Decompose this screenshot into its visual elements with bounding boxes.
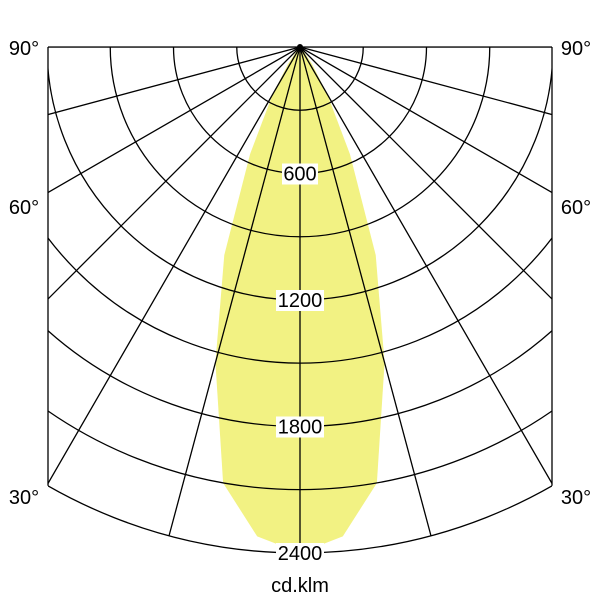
radial-tick-label: 1800 [278, 417, 323, 439]
angle-line [299, 47, 552, 116]
label-background [276, 416, 324, 438]
radial-tick-label: 600 [283, 164, 316, 186]
angle-label-right: 30° [561, 487, 591, 509]
angle-line [168, 47, 301, 536]
angle-line [299, 47, 432, 536]
angle-line [299, 47, 552, 300]
label-background [276, 290, 324, 311]
origin-point [297, 44, 303, 50]
angle-line [48, 47, 301, 485]
angle-line [299, 47, 552, 485]
label-background [282, 163, 318, 185]
angle-label-left: 90° [9, 38, 39, 60]
angle-line [48, 47, 301, 116]
angle-line [48, 47, 301, 194]
angle-label-left: 30° [9, 487, 39, 509]
angle-line [299, 47, 552, 194]
angle-line [48, 47, 301, 300]
radial-tick-label: 2400 [278, 543, 323, 565]
angle-label-left: 60° [9, 197, 39, 219]
radial-tick-label: 1200 [278, 290, 323, 312]
label-background [276, 543, 324, 564]
angle-label-right: 90° [561, 38, 591, 60]
angle-label-right: 60° [561, 197, 591, 219]
unit-label: cd.klm [271, 575, 329, 597]
